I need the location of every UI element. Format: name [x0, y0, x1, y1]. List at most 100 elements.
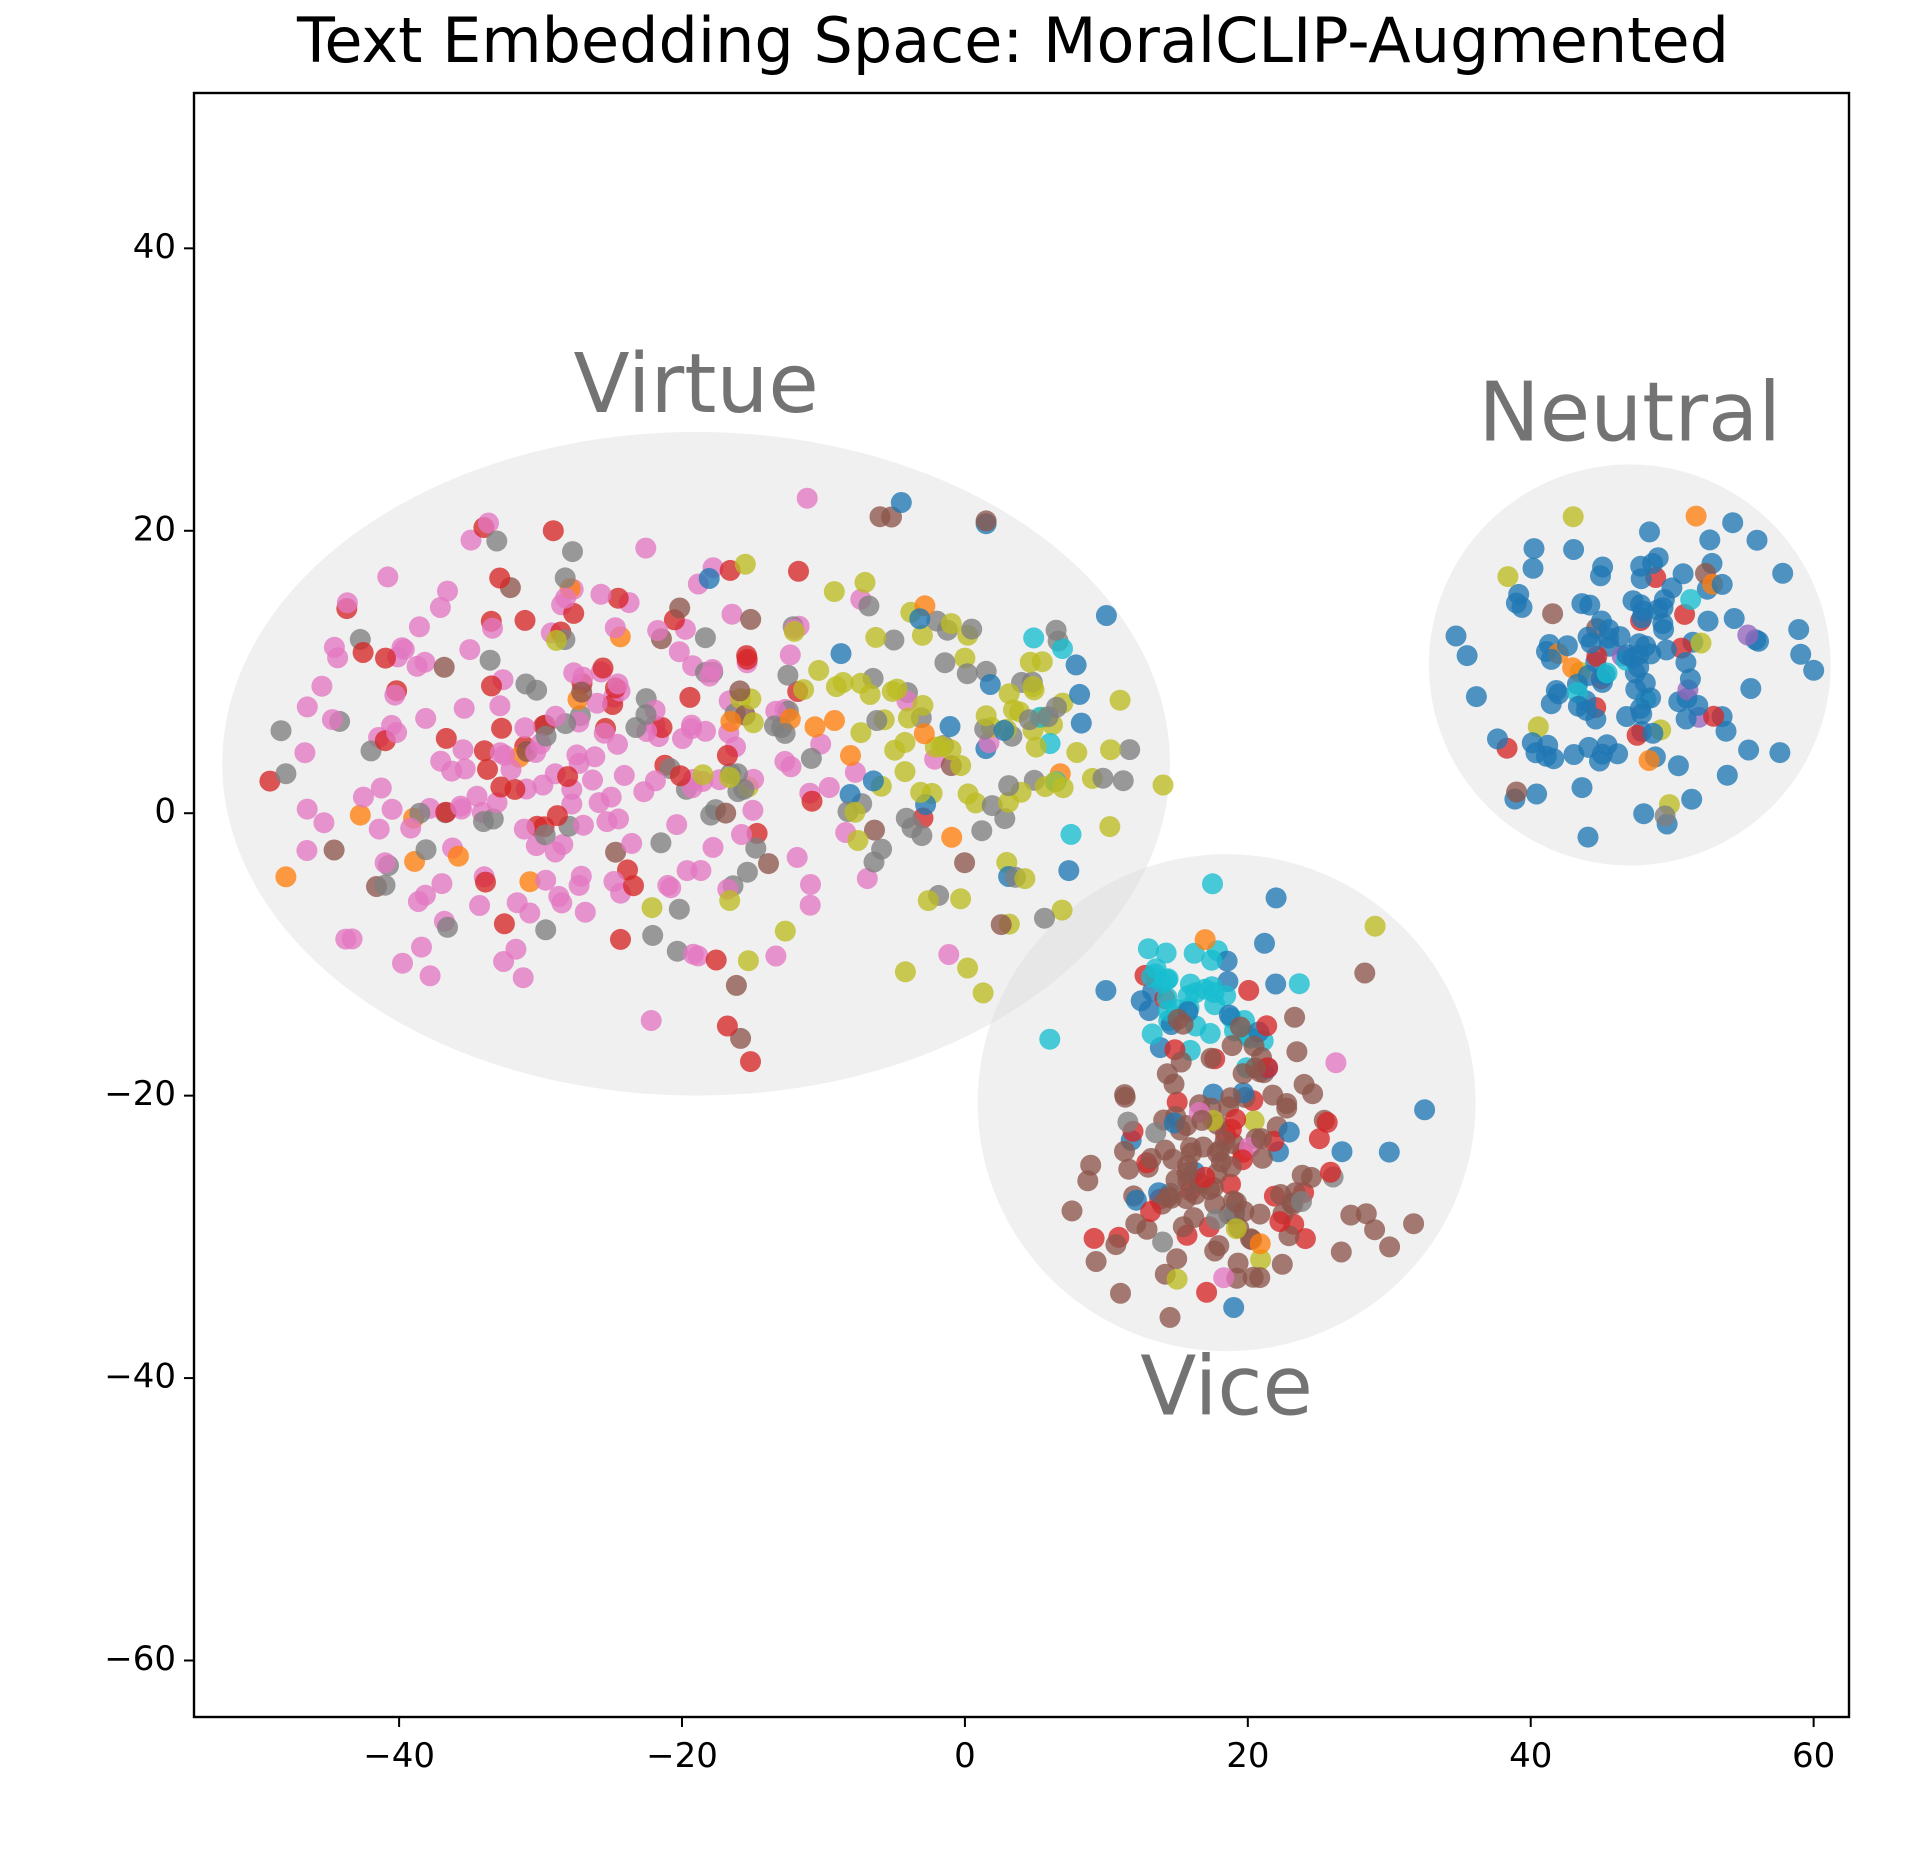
data-point	[368, 818, 390, 840]
data-point	[917, 890, 939, 912]
y-tick-label: 40	[133, 227, 176, 267]
data-point	[408, 616, 430, 638]
data-point	[897, 707, 919, 729]
cluster-label-virtue: Virtue	[573, 337, 818, 432]
y-tick-label: 0	[154, 792, 176, 832]
data-point-outlier	[1166, 1268, 1188, 1290]
data-point	[956, 663, 978, 685]
data-point	[532, 774, 554, 796]
data-point	[975, 705, 997, 727]
data-point	[971, 820, 993, 842]
data-point	[669, 597, 691, 619]
data-point	[1634, 672, 1656, 694]
data-point	[950, 888, 972, 910]
y-tick-label: 20	[133, 509, 176, 549]
data-point	[554, 567, 576, 589]
data-point	[607, 587, 629, 609]
data-point	[740, 1051, 761, 1073]
data-point	[1166, 1248, 1188, 1270]
data-point	[1616, 644, 1638, 666]
data-point	[493, 951, 515, 972]
data-point	[1685, 505, 1707, 527]
data-point	[1159, 1306, 1181, 1328]
data-point	[1194, 1166, 1216, 1188]
data-point	[1675, 708, 1697, 730]
data-point	[1527, 716, 1549, 738]
data-point	[562, 541, 583, 563]
data-point	[323, 636, 345, 658]
data-point	[719, 890, 741, 911]
data-point	[1018, 709, 1040, 731]
data-point	[715, 802, 737, 824]
data-point	[736, 861, 758, 883]
data-point	[856, 868, 878, 889]
data-point	[1291, 1191, 1312, 1212]
data-point	[1137, 938, 1159, 960]
data-point	[998, 775, 1020, 797]
data-point-outlier	[1095, 605, 1117, 626]
data-point-outlier	[1039, 1028, 1061, 1050]
cluster-labels: Virtue Neutral Vice	[573, 337, 1781, 1435]
data-point	[1639, 521, 1660, 543]
data-point	[296, 696, 318, 718]
data-point	[950, 755, 972, 777]
data-point	[1722, 512, 1744, 534]
data-point	[613, 764, 635, 786]
y-tick-label: −60	[104, 1639, 176, 1679]
data-point	[431, 873, 453, 895]
data-point	[489, 695, 511, 717]
data-point-outlier	[1152, 774, 1174, 796]
data-point	[1716, 764, 1738, 786]
data-point	[641, 897, 663, 919]
data-point	[1288, 973, 1310, 995]
data-point	[466, 785, 488, 807]
data-point	[459, 639, 481, 661]
data-point	[607, 673, 629, 695]
data-point	[535, 919, 557, 941]
data-point	[563, 602, 585, 624]
x-tick-label: −40	[363, 1736, 435, 1776]
data-point	[1083, 1227, 1105, 1249]
data-point	[1746, 529, 1768, 551]
data-point	[716, 745, 738, 766]
data-point	[407, 891, 429, 912]
data-point	[911, 624, 933, 646]
data-point	[894, 731, 916, 753]
data-point	[584, 746, 606, 768]
data-point	[644, 770, 666, 792]
data-point	[1117, 1111, 1139, 1133]
data-point	[1522, 557, 1544, 579]
data-point	[294, 742, 316, 764]
data-point	[513, 818, 535, 840]
data-point-outlier	[890, 492, 912, 513]
data-point	[1331, 1141, 1353, 1163]
data-point-outlier	[1223, 1297, 1245, 1318]
data-point	[493, 913, 515, 935]
data-point	[1114, 1140, 1135, 1162]
data-point	[1543, 748, 1565, 770]
data-point	[1256, 1015, 1278, 1037]
data-point	[1703, 705, 1725, 727]
data-point	[270, 720, 292, 742]
data-point	[574, 901, 596, 923]
data-point	[804, 716, 826, 738]
y-axis: −60 −40 −20 0 20 40	[104, 227, 194, 1679]
data-point	[1302, 1083, 1324, 1105]
data-point	[1065, 654, 1087, 676]
data-point-outlier	[1562, 506, 1584, 528]
data-point	[1023, 627, 1045, 649]
x-axis: −40 −20 0 20 40 60	[363, 1717, 1835, 1776]
data-point	[1249, 1233, 1271, 1255]
data-point	[1080, 1154, 1102, 1176]
data-point	[1019, 651, 1041, 673]
data-point	[586, 692, 608, 714]
data-point	[481, 675, 502, 697]
data-point	[1653, 589, 1675, 610]
data-point	[1191, 1109, 1213, 1131]
data-point-outlier	[1060, 823, 1082, 845]
data-point	[1196, 1281, 1218, 1303]
data-point	[832, 672, 854, 693]
data-point	[1330, 1241, 1352, 1263]
data-point	[1213, 1267, 1235, 1289]
data-point	[866, 710, 888, 731]
